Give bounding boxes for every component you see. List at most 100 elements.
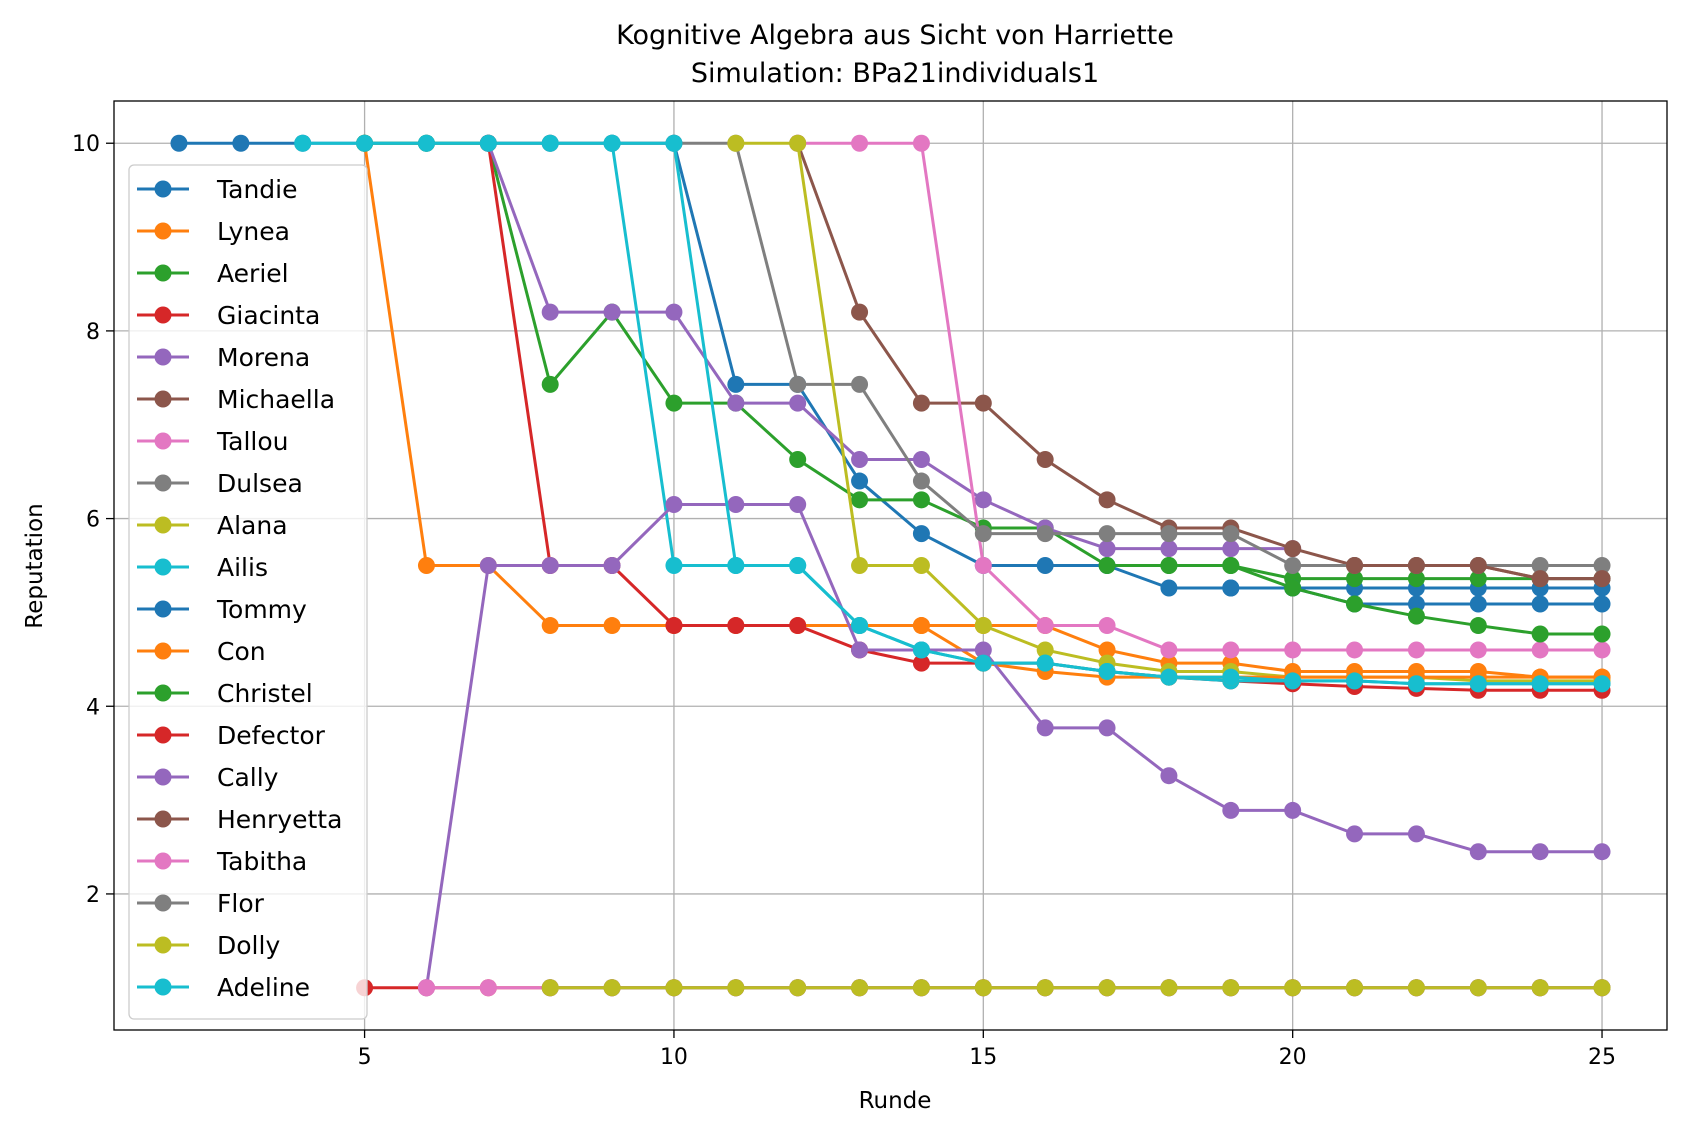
chart-subtitle: Simulation: BPa21individuals1 (691, 58, 1099, 89)
data-point (974, 525, 992, 543)
data-point (417, 557, 435, 574)
legend-marker (154, 936, 172, 954)
data-point (1531, 625, 1549, 643)
data-point (1469, 570, 1487, 588)
legend-marker (154, 306, 172, 324)
data-point (974, 617, 992, 635)
legend-label: Con (217, 637, 266, 666)
series-christel (1160, 557, 1611, 643)
data-point (1407, 607, 1425, 625)
data-point (1098, 719, 1116, 737)
legend-item: Defector (137, 721, 326, 750)
data-point (1160, 668, 1178, 686)
y-tick-label: 4 (86, 695, 100, 720)
data-point (1160, 767, 1178, 785)
data-point (1531, 570, 1549, 588)
data-point (1407, 641, 1425, 659)
data-point (1222, 579, 1240, 597)
data-point (232, 134, 250, 152)
data-point (912, 617, 930, 635)
legend-item: Alana (137, 511, 288, 540)
legend-label: Aeriel (217, 259, 289, 288)
data-point (1407, 595, 1425, 613)
data-point (789, 979, 807, 997)
y-tick-label: 8 (86, 320, 100, 345)
legend-marker (154, 852, 172, 870)
data-point (1469, 617, 1487, 635)
data-point (1160, 579, 1178, 597)
data-point (851, 134, 869, 152)
data-point (851, 557, 869, 574)
data-point (1222, 641, 1240, 659)
data-point (1160, 557, 1178, 574)
data-point (1036, 654, 1054, 672)
legend-item: Michaella (137, 385, 335, 414)
legend-label: Flor (217, 889, 265, 918)
data-point (1593, 557, 1611, 574)
data-point (1222, 557, 1240, 574)
data-point (1098, 979, 1116, 997)
legend-label: Lynea (217, 217, 290, 246)
legend-item: Con (137, 637, 266, 666)
data-point (1098, 540, 1116, 558)
legend-marker (154, 978, 172, 996)
data-point (1469, 675, 1487, 693)
data-point (1469, 843, 1487, 861)
data-point (1098, 557, 1116, 574)
data-point (665, 134, 683, 152)
legend-label: Defector (217, 721, 326, 750)
data-point (417, 979, 435, 997)
data-point (1284, 672, 1302, 690)
data-point (727, 557, 745, 574)
data-point (912, 641, 930, 659)
data-point (851, 375, 869, 393)
data-point (1284, 540, 1302, 558)
data-point (1036, 557, 1054, 574)
data-point (912, 979, 930, 997)
data-point (541, 979, 559, 997)
data-point (479, 557, 497, 574)
data-point (789, 496, 807, 514)
legend-marker (154, 264, 172, 282)
legend-label: Ailis (217, 553, 268, 582)
legend-marker (154, 516, 172, 534)
data-point (1469, 979, 1487, 997)
data-point (727, 979, 745, 997)
data-point (1222, 668, 1240, 686)
legend-marker (154, 222, 172, 240)
data-point (1098, 525, 1116, 543)
legend-label: Tommy (216, 595, 307, 624)
data-point (912, 654, 930, 672)
legend-label: Morena (217, 343, 310, 372)
data-point (1098, 491, 1116, 509)
legend-marker (154, 390, 172, 408)
legend-label: Adeline (217, 973, 310, 1002)
data-point (851, 641, 869, 659)
data-point (851, 472, 869, 490)
data-point (479, 134, 497, 152)
legend-marker (154, 894, 172, 912)
legend-item: Dulsea (137, 469, 303, 498)
data-point (974, 394, 992, 412)
data-point (912, 491, 930, 509)
data-point (1222, 979, 1240, 997)
data-point (170, 134, 188, 152)
chart-title: Kognitive Algebra aus Sicht von Harriett… (616, 20, 1174, 51)
data-point (603, 979, 621, 997)
data-point (1531, 979, 1549, 997)
data-point (1531, 675, 1549, 693)
data-point (974, 641, 992, 659)
y-tick-label: 10 (72, 132, 100, 157)
data-point (1036, 450, 1054, 468)
data-point (851, 303, 869, 321)
data-point (1593, 625, 1611, 643)
y-tick-label: 6 (86, 508, 100, 533)
data-point (1284, 641, 1302, 659)
data-point (1407, 557, 1425, 574)
legend-item: Henryetta (137, 805, 342, 834)
data-point (727, 375, 745, 393)
legend-marker (154, 432, 172, 450)
data-point (789, 134, 807, 152)
legend-label: Dolly (217, 931, 280, 960)
data-point (417, 134, 435, 152)
